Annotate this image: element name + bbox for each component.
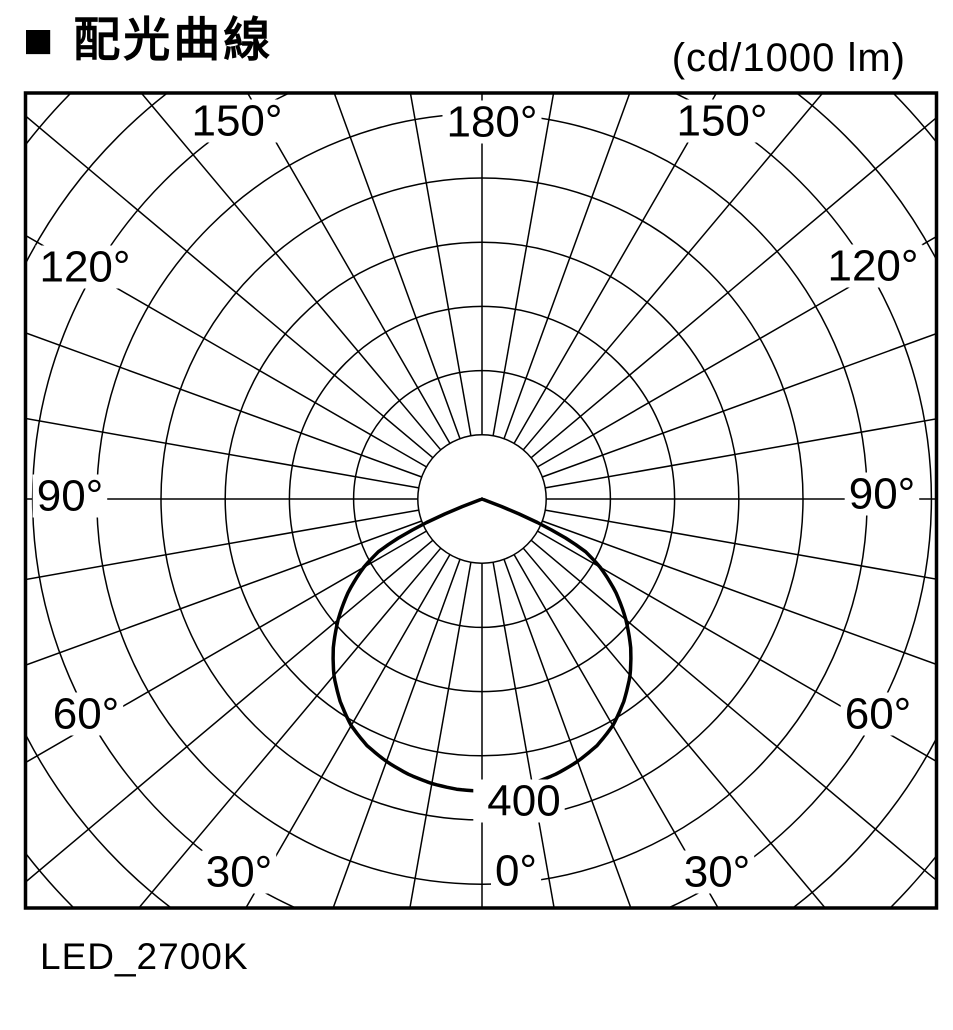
grid-ray	[409, 94, 472, 436]
grid-ray	[537, 236, 936, 468]
angle-label-30deg: 30°	[206, 848, 273, 897]
radial-value-label: 400	[487, 777, 560, 826]
angle-label-90deg: 90°	[849, 470, 916, 519]
grid-ray	[492, 562, 555, 907]
grid-ray	[522, 547, 826, 907]
label-mask	[844, 472, 920, 516]
angle-label-150deg: 150°	[676, 97, 767, 146]
grid-ray	[26, 235, 427, 468]
grid-ray	[542, 520, 936, 665]
grid-ray	[522, 94, 823, 451]
grid-ray	[245, 554, 451, 907]
page-title: 配光曲線	[73, 13, 274, 66]
label-mask	[442, 100, 542, 144]
grid-ray	[513, 94, 717, 444]
grid-ray	[409, 562, 472, 907]
grid-ray	[26, 115, 434, 459]
grid-ray	[138, 547, 442, 907]
grid-ray	[530, 117, 936, 459]
label-mask	[672, 99, 772, 143]
angle-label-120deg: 120°	[39, 243, 130, 292]
label-mask	[473, 779, 565, 823]
label-mask	[32, 474, 108, 518]
label-mask	[35, 245, 135, 289]
angle-label-0deg: 0°	[495, 847, 537, 896]
grid-ray	[26, 520, 422, 666]
chart-title-row: ■ 配光曲線	[23, 14, 273, 66]
grid-ray	[503, 94, 631, 439]
series-label: LED_2700K	[40, 936, 249, 977]
label-mask	[201, 850, 277, 894]
grid-ray	[542, 333, 936, 478]
label-mask	[823, 244, 923, 288]
grid-ray	[513, 554, 719, 907]
unit-label: (cd/1000 lm)	[671, 36, 906, 80]
label-mask	[48, 692, 124, 736]
grid-ray	[26, 530, 427, 763]
grid-ray	[492, 94, 555, 436]
angle-label-180deg: 180°	[446, 98, 537, 147]
grid-ray	[545, 509, 936, 580]
angle-label-60deg: 60°	[845, 690, 912, 739]
grid-ray	[537, 530, 936, 762]
grid-ray	[333, 94, 461, 439]
label-mask	[679, 850, 755, 894]
angle-label-30deg: 30°	[684, 848, 751, 897]
grid-ray	[26, 509, 419, 581]
angle-label-60deg: 60°	[53, 690, 120, 739]
grid-ray	[503, 559, 632, 907]
label-mask	[840, 692, 916, 736]
grid-ray	[530, 539, 936, 881]
angle-label-120deg: 120°	[827, 242, 918, 291]
label-mask	[491, 849, 542, 893]
chart-frame	[23, 91, 939, 910]
grid-ray	[332, 559, 461, 907]
grid-ray	[26, 539, 434, 883]
grid-ray	[26, 332, 422, 478]
title-bullet-icon: ■	[23, 12, 54, 68]
grid-ray	[247, 94, 451, 444]
grid-ray	[26, 417, 419, 489]
label-mask	[187, 99, 287, 143]
grid-ray	[545, 418, 936, 489]
angle-label-90deg: 90°	[37, 472, 104, 521]
grid-ray	[141, 94, 442, 451]
angle-label-150deg: 150°	[191, 97, 282, 146]
